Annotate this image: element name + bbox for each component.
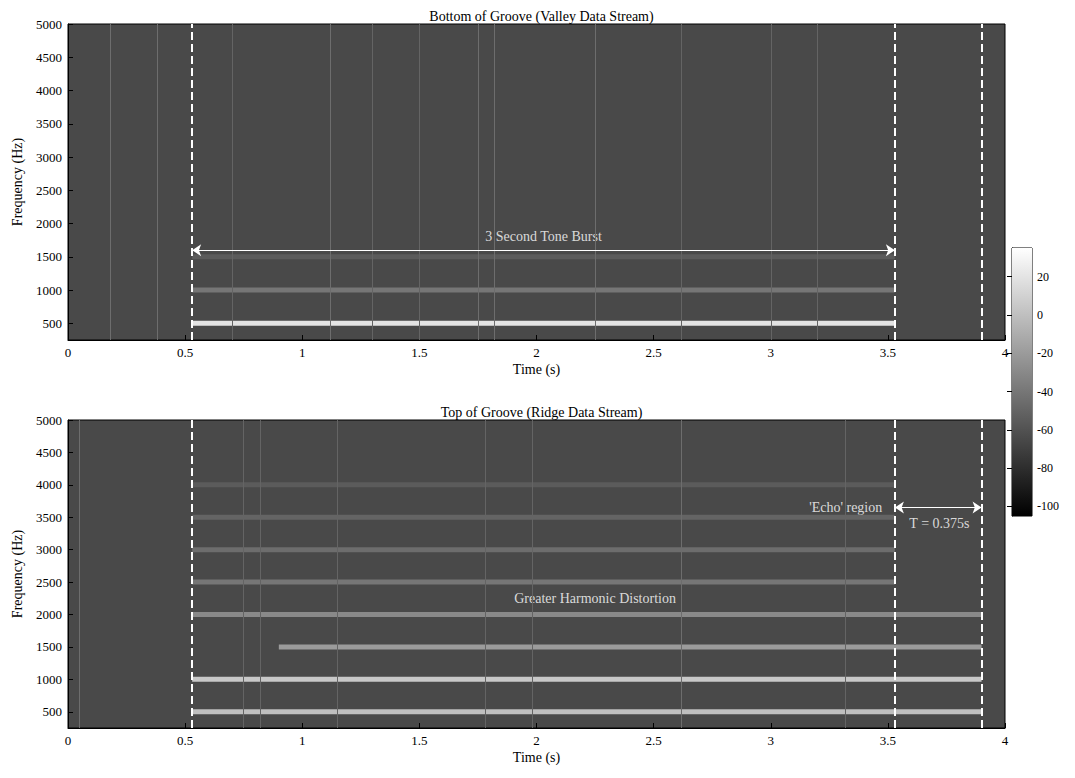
svg-text:0: 0 [1037,308,1043,322]
svg-text:1000: 1000 [36,283,62,298]
svg-text:Bottom of Groove (Valley Data: Bottom of Groove (Valley Data Stream) [429,9,654,25]
svg-text:4: 4 [1002,345,1009,360]
svg-text:4000: 4000 [36,83,62,98]
svg-text:500: 500 [43,316,63,331]
svg-text:3.5: 3.5 [880,345,896,360]
svg-text:0.5: 0.5 [177,733,193,748]
svg-text:3000: 3000 [36,150,62,165]
svg-text:2: 2 [533,733,540,748]
svg-text:'Echo' region: 'Echo' region [809,500,883,515]
svg-text:2500: 2500 [36,183,62,198]
svg-text:4500: 4500 [36,50,62,65]
svg-text:-60: -60 [1037,423,1053,437]
svg-text:3.5: 3.5 [880,733,896,748]
svg-text:5000: 5000 [36,413,62,428]
svg-text:1500: 1500 [36,249,62,264]
svg-text:2.5: 2.5 [646,733,662,748]
svg-text:-20: -20 [1037,346,1053,360]
svg-text:4: 4 [1002,733,1009,748]
svg-text:Top of Groove (Ridge Data Stre: Top of Groove (Ridge Data Stream) [441,405,643,421]
svg-text:3500: 3500 [36,116,62,131]
svg-text:0: 0 [65,345,72,360]
svg-text:3: 3 [768,733,775,748]
svg-text:2: 2 [533,345,540,360]
svg-text:1.5: 1.5 [411,733,427,748]
svg-text:5000: 5000 [36,17,62,32]
svg-text:1: 1 [299,733,306,748]
svg-text:0: 0 [65,733,72,748]
svg-text:1500: 1500 [36,639,62,654]
svg-text:2000: 2000 [36,216,62,231]
svg-text:3: 3 [768,345,775,360]
svg-text:2000: 2000 [36,607,62,622]
svg-text:1.5: 1.5 [411,345,427,360]
svg-text:2500: 2500 [36,575,62,590]
svg-text:Greater Harmonic Distortion: Greater Harmonic Distortion [514,591,676,606]
svg-text:Frequency (Hz): Frequency (Hz) [10,138,26,227]
svg-text:4500: 4500 [36,445,62,460]
svg-text:500: 500 [43,704,63,719]
svg-text:-100: -100 [1037,499,1059,513]
svg-text:3000: 3000 [36,542,62,557]
svg-text:Time (s): Time (s) [513,750,561,766]
svg-text:-80: -80 [1037,461,1053,475]
svg-text:Time (s): Time (s) [513,362,561,378]
svg-text:Frequency (Hz): Frequency (Hz) [10,530,26,619]
svg-text:T = 0.375s: T = 0.375s [909,516,969,531]
svg-text:2.5: 2.5 [646,345,662,360]
svg-text:1000: 1000 [36,672,62,687]
svg-text:1: 1 [299,345,306,360]
svg-text:0.5: 0.5 [177,345,193,360]
svg-text:3 Second Tone Burst: 3 Second Tone Burst [485,229,602,244]
svg-text:3500: 3500 [36,510,62,525]
svg-text:4000: 4000 [36,477,62,492]
svg-text:-40: -40 [1037,385,1053,399]
svg-text:20: 20 [1037,270,1049,284]
